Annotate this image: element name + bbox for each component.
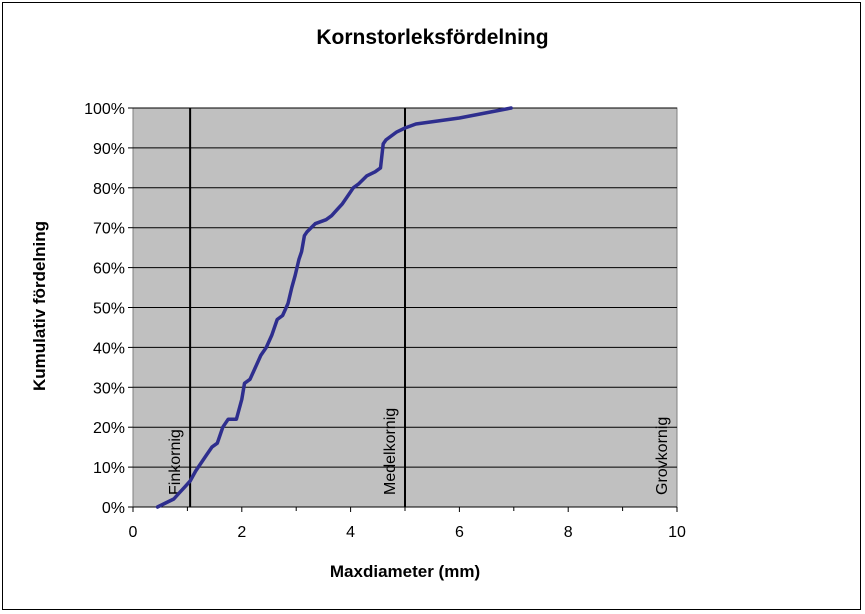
y-tick-label: 30% (93, 380, 125, 397)
annotation-label: Finkornig (167, 429, 184, 495)
y-tick-label: 60% (93, 261, 125, 278)
annotation-label: Medelkornig (382, 408, 399, 495)
y-tick-label: 80% (93, 181, 125, 198)
y-tick-label: 100% (84, 101, 125, 118)
y-tick-label: 70% (93, 221, 125, 238)
x-tick-label: 10 (668, 524, 686, 541)
y-tick-label: 90% (93, 141, 125, 158)
x-tick-label: 2 (237, 524, 246, 541)
y-tick-label: 50% (93, 301, 125, 318)
y-tick-label: 40% (93, 340, 125, 357)
y-tick-label: 20% (93, 420, 125, 437)
y-tick-label: 0% (102, 500, 125, 517)
x-tick-label: 6 (455, 524, 464, 541)
y-tick-label: 10% (93, 460, 125, 477)
series-line (155, 106, 513, 509)
x-axis-label: Maxdiameter (mm) (329, 562, 481, 581)
chart-title: Kornstorleksfördelning (316, 26, 549, 49)
x-tick-label: 0 (129, 524, 138, 541)
x-tick-label: 8 (564, 524, 573, 541)
x-tick-label: 4 (346, 524, 355, 541)
annotation-label: Grovkornig (654, 417, 671, 495)
